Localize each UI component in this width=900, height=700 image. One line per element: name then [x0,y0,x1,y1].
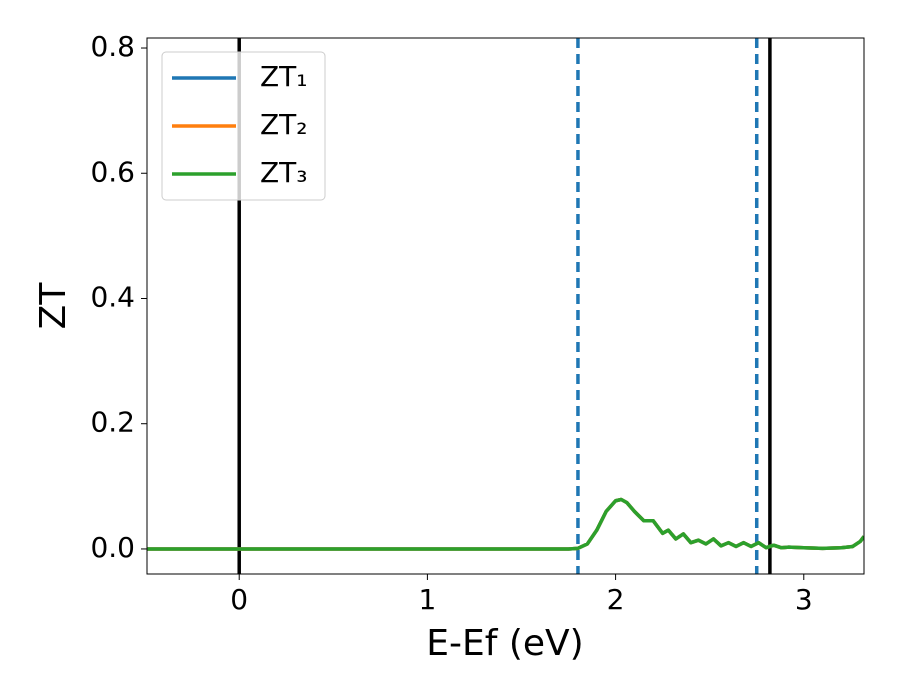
data-line [147,497,864,551]
y-tick-label: 0.8 [90,30,135,63]
y-axis-label: ZT [33,282,74,330]
plot-frame [146,37,865,575]
legend-label: ZT₃ [260,156,308,189]
x-axis-label: E-Ef (eV) [426,623,583,664]
x-tick-label: 1 [418,583,436,616]
legend-label: ZT₁ [260,60,308,93]
x-tick-label: 2 [607,583,625,616]
legend-box [161,51,326,201]
x-tick-label: 0 [230,583,248,616]
y-tick-label: 0.6 [90,155,135,188]
legend-label: ZT₂ [260,108,308,141]
y-tick-label: 0.2 [90,406,135,439]
x-tick-label: 3 [795,583,813,616]
plot-area [147,38,864,574]
y-tick-label: 0.4 [90,280,135,313]
y-tick-label: 0.0 [90,531,135,564]
